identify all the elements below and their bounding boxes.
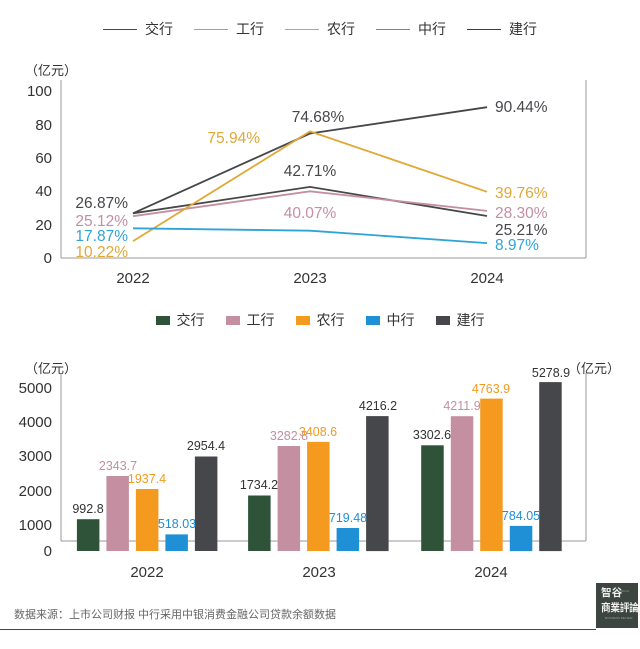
svg-text:4000: 4000 [19, 414, 52, 431]
svg-text:1734.2: 1734.2 [240, 478, 278, 492]
svg-text:518.03: 518.03 [158, 517, 196, 531]
svg-text:2000: 2000 [19, 483, 52, 500]
svg-text:40.07%: 40.07% [284, 205, 337, 222]
svg-text:39.76%: 39.76% [495, 185, 548, 202]
svg-text:2023: 2023 [293, 270, 326, 287]
svg-text:4763.9: 4763.9 [472, 382, 510, 396]
svg-text:40: 40 [35, 183, 52, 200]
svg-text:80: 80 [35, 117, 52, 134]
svg-text:10.22%: 10.22% [75, 244, 128, 261]
svg-text:0: 0 [44, 543, 52, 560]
svg-text:5278.9: 5278.9 [532, 366, 570, 380]
svg-text:784.05: 784.05 [502, 509, 540, 523]
svg-text:1937.4: 1937.4 [128, 472, 166, 486]
svg-text:2024: 2024 [470, 270, 503, 287]
svg-text:1000: 1000 [19, 517, 52, 534]
svg-text:3408.6: 3408.6 [299, 425, 337, 439]
svg-text:90.44%: 90.44% [495, 99, 548, 116]
svg-text:26.87%: 26.87% [75, 195, 128, 212]
svg-text:5000: 5000 [19, 380, 52, 397]
svg-text:2022: 2022 [130, 564, 163, 581]
svg-text:719.48: 719.48 [329, 511, 367, 525]
svg-text:0: 0 [44, 250, 52, 267]
svg-text:4216.2: 4216.2 [359, 399, 397, 413]
svg-text:17.87%: 17.87% [75, 228, 128, 245]
svg-text:42.71%: 42.71% [284, 163, 337, 180]
svg-text:2954.4: 2954.4 [187, 439, 225, 453]
svg-text:2024: 2024 [474, 564, 507, 581]
svg-text:3302.6: 3302.6 [413, 428, 451, 442]
svg-text:992.8: 992.8 [72, 502, 103, 516]
svg-text:8.97%: 8.97% [495, 237, 539, 254]
svg-text:75.94%: 75.94% [207, 130, 260, 147]
svg-text:2343.7: 2343.7 [99, 459, 137, 473]
svg-text:2023: 2023 [302, 564, 335, 581]
svg-text:4211.9: 4211.9 [443, 399, 480, 413]
svg-text:2022: 2022 [116, 270, 149, 287]
svg-text:28.30%: 28.30% [495, 205, 548, 222]
svg-text:60: 60 [35, 150, 52, 167]
svg-text:74.68%: 74.68% [292, 109, 345, 126]
svg-text:20: 20 [35, 217, 52, 234]
svg-text:3000: 3000 [19, 448, 52, 465]
svg-text:100: 100 [27, 83, 52, 100]
